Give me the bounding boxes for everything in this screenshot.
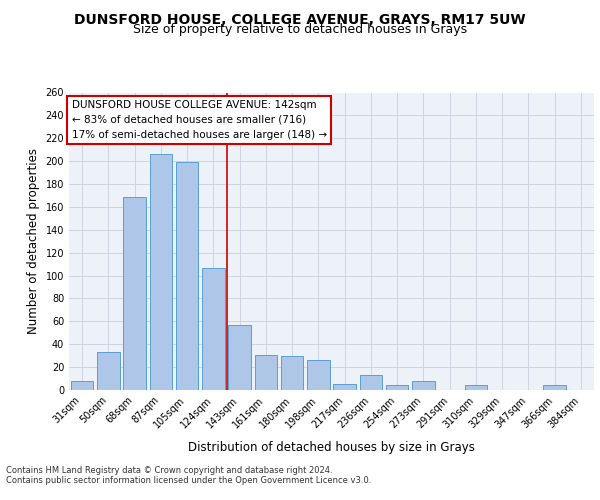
Bar (334, 384, 356, 390)
Text: Contains HM Land Registry data © Crown copyright and database right 2024.: Contains HM Land Registry data © Crown c… (6, 466, 332, 475)
Bar (465, 386, 487, 390)
Bar (124, 196, 146, 390)
Bar (176, 162, 198, 390)
Text: Contains public sector information licensed under the Open Government Licence v3: Contains public sector information licen… (6, 476, 371, 485)
Text: DUNSFORD HOUSE COLLEGE AVENUE: 142sqm
← 83% of detached houses are smaller (716): DUNSFORD HOUSE COLLEGE AVENUE: 142sqm ← … (71, 100, 327, 140)
Bar (150, 154, 172, 390)
Bar (386, 386, 408, 390)
Bar (202, 268, 224, 390)
Text: Size of property relative to detached houses in Grays: Size of property relative to detached ho… (133, 22, 467, 36)
Bar (412, 381, 434, 390)
Bar (544, 386, 566, 390)
Bar (97, 352, 119, 390)
Bar (360, 375, 382, 390)
Bar (71, 381, 93, 390)
Bar (307, 360, 329, 390)
X-axis label: Distribution of detached houses by size in Grays: Distribution of detached houses by size … (188, 441, 475, 454)
Y-axis label: Number of detached properties: Number of detached properties (27, 148, 40, 334)
Bar (281, 356, 303, 390)
Bar (229, 325, 251, 390)
Text: DUNSFORD HOUSE, COLLEGE AVENUE, GRAYS, RM17 5UW: DUNSFORD HOUSE, COLLEGE AVENUE, GRAYS, R… (74, 12, 526, 26)
Bar (255, 354, 277, 390)
